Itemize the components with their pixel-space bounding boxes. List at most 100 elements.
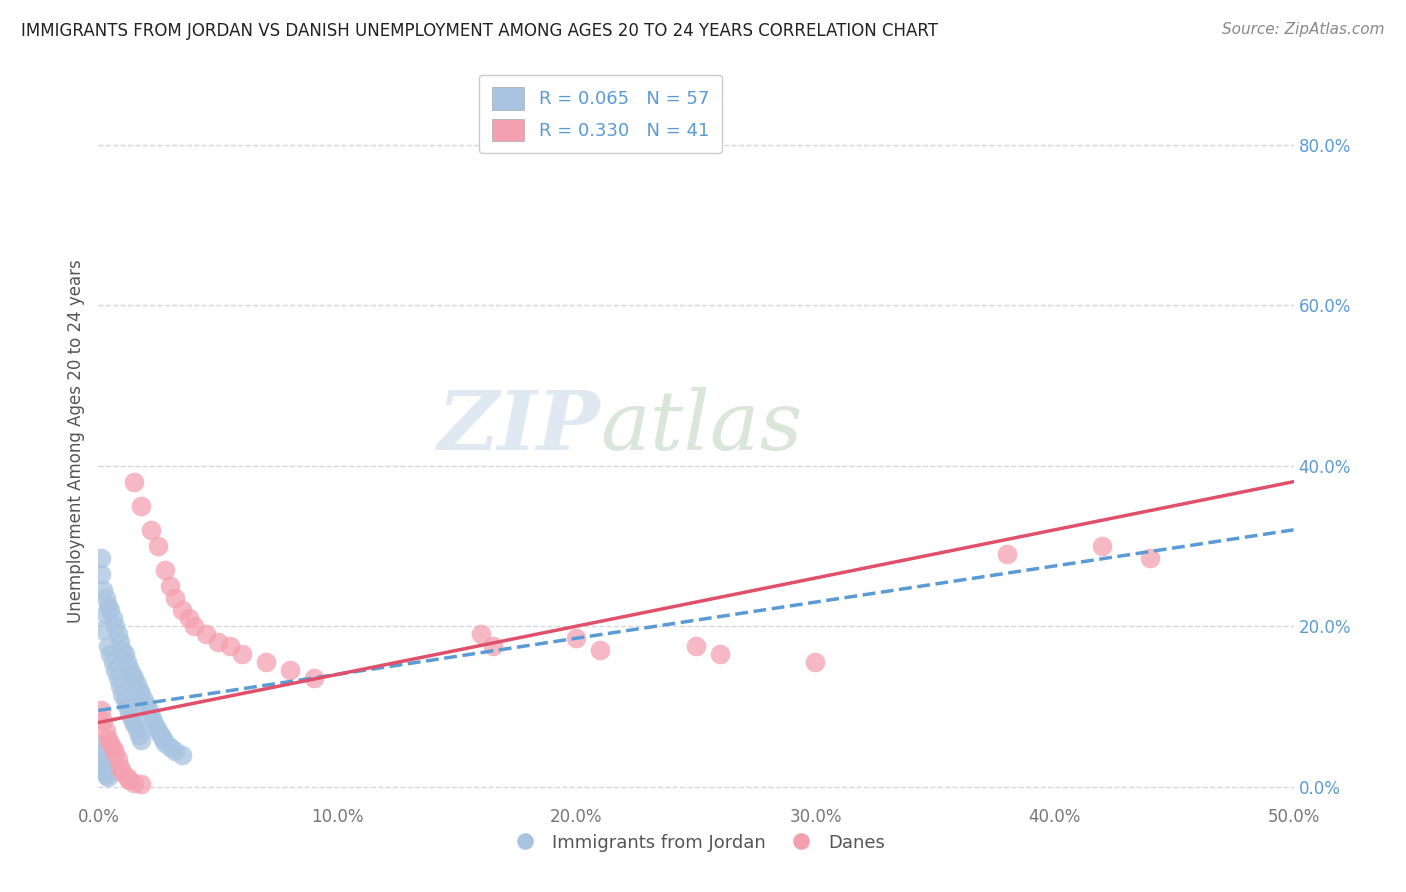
Text: Source: ZipAtlas.com: Source: ZipAtlas.com — [1222, 22, 1385, 37]
Point — [101, 611, 124, 625]
Point — [685, 639, 707, 653]
Point — [1091, 539, 1114, 553]
Point — [163, 591, 186, 606]
Point — [91, 760, 114, 774]
Point — [90, 746, 112, 760]
Point — [98, 603, 122, 617]
Text: ZIP: ZIP — [437, 387, 600, 467]
Point — [107, 751, 129, 765]
Point — [131, 499, 153, 513]
Point — [124, 717, 146, 731]
Point — [104, 746, 127, 760]
Point — [111, 765, 134, 780]
Point — [94, 591, 117, 606]
Point — [115, 655, 138, 669]
Point — [98, 735, 122, 749]
Point — [111, 687, 134, 701]
Point — [195, 627, 218, 641]
Point — [155, 563, 177, 577]
Point — [101, 655, 124, 669]
Point — [107, 671, 129, 685]
Y-axis label: Unemployment Among Ages 20 to 24 years: Unemployment Among Ages 20 to 24 years — [66, 260, 84, 624]
Point — [91, 583, 114, 598]
Point — [114, 693, 136, 707]
Point — [108, 760, 131, 774]
Point — [90, 754, 112, 768]
Point — [128, 728, 150, 742]
Point — [98, 648, 122, 662]
Point — [231, 648, 253, 662]
Point — [90, 703, 112, 717]
Point — [91, 764, 114, 778]
Point — [125, 677, 148, 691]
Point — [121, 712, 143, 726]
Point — [121, 667, 143, 681]
Point — [125, 722, 148, 736]
Point — [97, 599, 120, 614]
Point — [709, 648, 731, 662]
Point — [804, 655, 827, 669]
Point — [155, 735, 177, 749]
Point — [132, 693, 155, 707]
Point — [94, 723, 117, 738]
Point — [254, 655, 277, 669]
Point — [111, 643, 134, 657]
Point — [470, 627, 492, 641]
Point — [104, 619, 127, 633]
Point — [115, 770, 138, 784]
Point — [97, 731, 120, 746]
Point — [94, 767, 117, 781]
Point — [131, 687, 153, 701]
Text: atlas: atlas — [600, 387, 803, 467]
Legend: Immigrants from Jordan, Danes: Immigrants from Jordan, Danes — [499, 826, 893, 859]
Point — [589, 643, 612, 657]
Point — [91, 623, 114, 637]
Point — [565, 632, 588, 646]
Point — [115, 699, 138, 714]
Point — [91, 714, 114, 728]
Point — [163, 744, 186, 758]
Point — [183, 619, 205, 633]
Point — [90, 738, 112, 752]
Point — [139, 709, 162, 723]
Point — [145, 719, 167, 733]
Point — [159, 579, 181, 593]
Point — [90, 551, 112, 566]
Point — [148, 723, 170, 738]
Point — [207, 635, 229, 649]
Point — [118, 773, 141, 788]
Point — [179, 611, 201, 625]
Point — [149, 728, 172, 742]
Point — [995, 547, 1018, 561]
Point — [114, 648, 136, 662]
Point — [135, 699, 157, 714]
Point — [97, 770, 120, 784]
Point — [159, 739, 181, 754]
Point — [278, 664, 301, 678]
Point — [128, 683, 150, 698]
Point — [148, 539, 170, 553]
Point — [131, 733, 153, 747]
Text: IMMIGRANTS FROM JORDAN VS DANISH UNEMPLOYMENT AMONG AGES 20 TO 24 YEARS CORRELAT: IMMIGRANTS FROM JORDAN VS DANISH UNEMPLO… — [21, 22, 938, 40]
Point — [219, 639, 242, 653]
Point — [124, 475, 146, 489]
Point — [90, 567, 112, 582]
Point — [172, 603, 194, 617]
Point — [138, 703, 160, 717]
Point — [107, 627, 129, 641]
Point — [118, 661, 141, 675]
Point — [131, 777, 153, 791]
Point — [97, 639, 120, 653]
Point — [94, 607, 117, 621]
Point — [94, 765, 117, 780]
Point — [172, 747, 194, 762]
Point — [302, 671, 325, 685]
Point — [139, 523, 162, 537]
Point — [124, 776, 146, 790]
Point — [152, 731, 174, 746]
Point — [1139, 551, 1161, 566]
Point — [108, 680, 131, 694]
Point — [481, 639, 505, 653]
Point — [124, 671, 146, 685]
Point — [104, 664, 127, 678]
